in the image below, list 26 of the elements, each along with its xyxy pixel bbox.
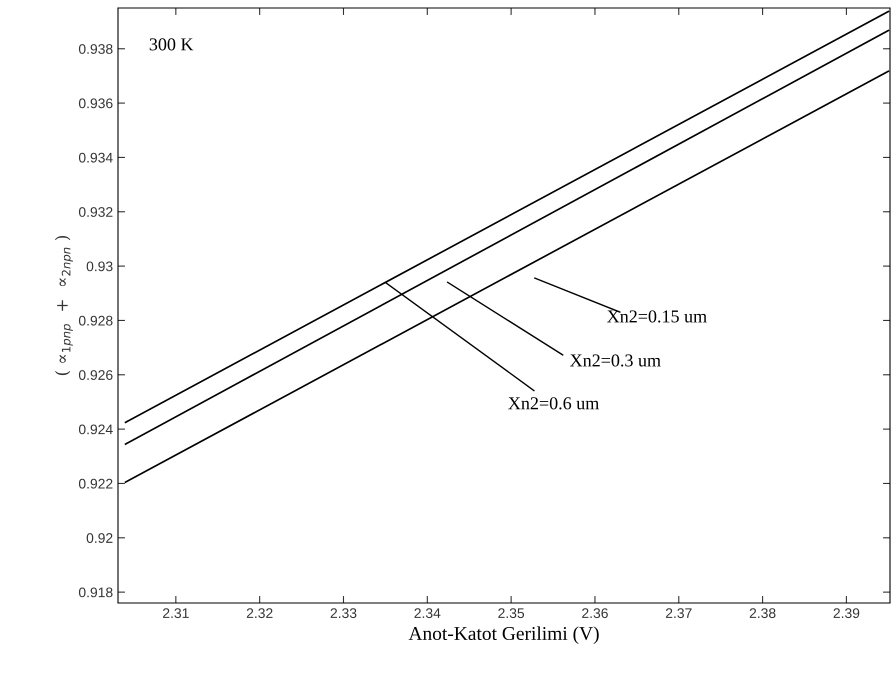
y-tick-label: 0.918 (78, 587, 113, 598)
annotation: Xn2=0.3 um (570, 354, 661, 367)
y-tick-label: 0.936 (78, 98, 113, 108)
y-tick-label: 0.924 (78, 424, 113, 434)
y-tick-label: 0.93 (86, 261, 113, 272)
y-tick-label: 0.938 (78, 44, 113, 54)
x-axis-title: Anot-Katot Gerilimi (V) (408, 626, 599, 644)
y-tick-label: 0.934 (78, 152, 113, 163)
x-tick-label: 2.34 (414, 608, 440, 618)
x-tick-label: 2.36 (582, 608, 608, 618)
y-axis-title: ( ∝$_{1pnp}$ + ∝$_{2npn}$ ) (54, 236, 73, 376)
x-tick-label: 2.31 (163, 608, 189, 618)
annotation: Xn2=0.15 um (607, 310, 707, 323)
y-tick-label: 0.926 (78, 370, 113, 380)
x-tick-label: 2.33 (330, 608, 356, 618)
annotation: Xn2=0.6 um (508, 397, 600, 410)
y-tick-label: 0.932 (78, 207, 112, 217)
annotation: 300 K (150, 38, 194, 50)
y-tick-label: 0.922 (78, 478, 112, 489)
y-tick-label: 0.92 (86, 533, 112, 543)
x-tick-label: 2.32 (246, 608, 272, 618)
x-tick-label: 2.37 (666, 608, 692, 618)
x-tick-label: 2.39 (834, 608, 860, 618)
x-tick-label: 2.35 (498, 608, 524, 618)
y-tick-label: 0.928 (78, 316, 113, 326)
x-tick-label: 2.38 (750, 608, 776, 618)
